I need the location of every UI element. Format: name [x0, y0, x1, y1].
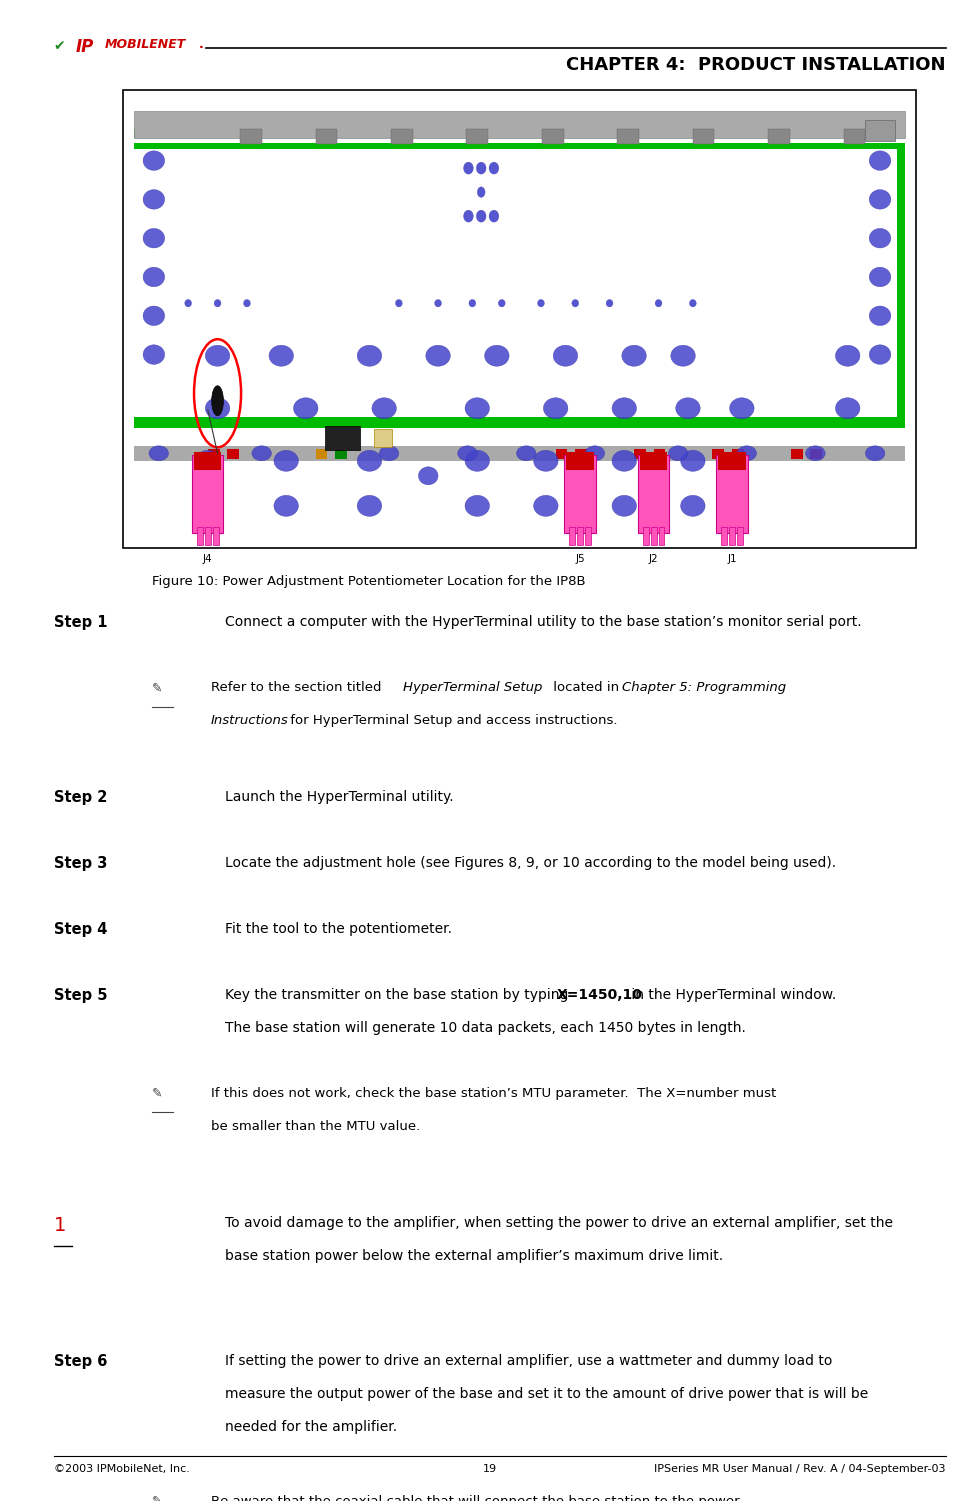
Text: Step 4: Step 4 [54, 922, 107, 937]
Text: needed for the amplifier.: needed for the amplifier. [225, 1420, 398, 1433]
Text: Step 6: Step 6 [54, 1354, 107, 1369]
Text: be smaller than the MTU value.: be smaller than the MTU value. [211, 1120, 420, 1133]
Text: Be aware that the coaxial cable that will connect the base station to the power: Be aware that the coaxial cable that wil… [211, 1495, 739, 1501]
Text: 19: 19 [483, 1463, 497, 1474]
Text: MOBILENET: MOBILENET [105, 38, 186, 51]
Text: If setting the power to drive an external amplifier, use a wattmeter and dummy l: If setting the power to drive an externa… [225, 1354, 833, 1367]
Text: Locate the adjustment hole (see Figures 8, 9, or 10 according to the model being: Locate the adjustment hole (see Figures … [225, 856, 837, 869]
Text: J1: J1 [727, 554, 737, 564]
Text: located in: located in [549, 681, 623, 695]
Text: IPSeries MR User Manual / Rev. A / 04-September-03: IPSeries MR User Manual / Rev. A / 04-Se… [655, 1463, 946, 1474]
Text: ✎: ✎ [152, 1495, 163, 1501]
Text: Step 2: Step 2 [54, 790, 107, 805]
Text: ©2003 IPMobileNet, Inc.: ©2003 IPMobileNet, Inc. [54, 1463, 190, 1474]
Text: J5: J5 [575, 554, 585, 564]
Text: Instructions: Instructions [211, 714, 288, 728]
Text: I P 8 B: I P 8 B [497, 485, 542, 497]
Text: J4: J4 [203, 554, 213, 564]
Text: ✎: ✎ [152, 1087, 163, 1100]
Text: in the HyperTerminal window.: in the HyperTerminal window. [627, 988, 837, 1001]
Text: J2: J2 [649, 554, 659, 564]
Text: Chapter 5: Programming: Chapter 5: Programming [622, 681, 786, 695]
Text: IP: IP [75, 38, 94, 56]
Text: 1: 1 [54, 1216, 67, 1235]
Text: measure the output power of the base and set it to the amount of drive power tha: measure the output power of the base and… [225, 1387, 868, 1400]
Text: Refer to the section titled: Refer to the section titled [211, 681, 385, 695]
Text: Connect a computer with the HyperTerminal utility to the base station’s monitor : Connect a computer with the HyperTermina… [225, 615, 862, 629]
Text: base station power below the external amplifier’s maximum drive limit.: base station power below the external am… [225, 1249, 723, 1262]
Text: To avoid damage to the amplifier, when setting the power to drive an external am: To avoid damage to the amplifier, when s… [225, 1216, 894, 1229]
Text: ✔: ✔ [54, 39, 70, 53]
Text: Fit the tool to the potentiometer.: Fit the tool to the potentiometer. [225, 922, 453, 935]
Text: Launch the HyperTerminal utility.: Launch the HyperTerminal utility. [225, 790, 454, 803]
Text: ✎: ✎ [152, 681, 163, 695]
Text: X=1450,10: X=1450,10 [557, 988, 643, 1001]
Text: The base station will generate 10 data packets, each 1450 bytes in length.: The base station will generate 10 data p… [225, 1021, 747, 1034]
Text: CHAPTER 4:  PRODUCT INSTALLATION: CHAPTER 4: PRODUCT INSTALLATION [566, 56, 946, 74]
Text: If this does not work, check the base station’s MTU parameter.  The X=number mus: If this does not work, check the base st… [211, 1087, 776, 1100]
Text: Step 3: Step 3 [54, 856, 107, 871]
Text: Figure 10: Power Adjustment Potentiometer Location for the IP8B: Figure 10: Power Adjustment Potentiomete… [152, 575, 585, 588]
Text: HyperTerminal Setup: HyperTerminal Setup [403, 681, 542, 695]
Text: Step 5: Step 5 [54, 988, 108, 1003]
Text: .: . [199, 38, 204, 51]
Text: Rv1 —: Rv1 — [136, 483, 161, 492]
Text: Step 1: Step 1 [54, 615, 108, 630]
Text: BOTTOM VIEW: BOTTOM VIEW [474, 513, 564, 522]
Text: Key the transmitter on the base station by typing: Key the transmitter on the base station … [225, 988, 573, 1001]
Text: for HyperTerminal Setup and access instructions.: for HyperTerminal Setup and access instr… [286, 714, 617, 728]
